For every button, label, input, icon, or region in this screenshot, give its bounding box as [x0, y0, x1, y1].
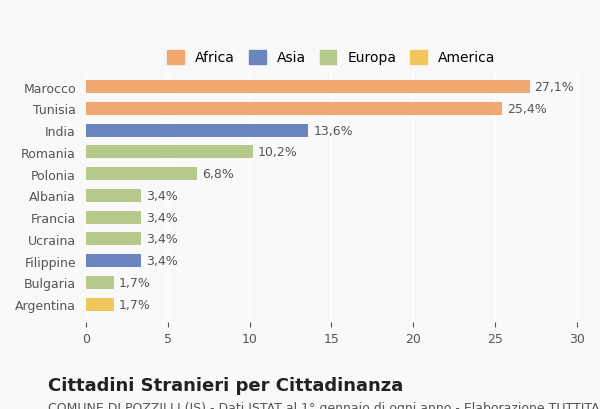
Legend: Africa, Asia, Europa, America: Africa, Asia, Europa, America	[160, 43, 502, 72]
Bar	[86, 168, 197, 181]
Bar	[86, 211, 142, 224]
Text: 13,6%: 13,6%	[313, 124, 353, 137]
Bar	[86, 254, 142, 267]
Text: 10,2%: 10,2%	[257, 146, 298, 159]
Bar	[86, 233, 142, 246]
Bar	[86, 124, 308, 137]
Text: 6,8%: 6,8%	[202, 168, 234, 181]
Bar	[86, 276, 113, 289]
Text: 3,4%: 3,4%	[146, 189, 178, 202]
Text: 25,4%: 25,4%	[506, 103, 547, 116]
Text: 1,7%: 1,7%	[118, 298, 151, 311]
Text: 3,4%: 3,4%	[146, 233, 178, 246]
Text: COMUNE DI POZZILLI (IS) - Dati ISTAT al 1° gennaio di ogni anno - Elaborazione T: COMUNE DI POZZILLI (IS) - Dati ISTAT al …	[48, 401, 600, 409]
Bar	[86, 81, 530, 94]
Text: 3,4%: 3,4%	[146, 211, 178, 224]
Bar	[86, 103, 502, 116]
Text: 1,7%: 1,7%	[118, 276, 151, 289]
Bar	[86, 189, 142, 202]
Text: 3,4%: 3,4%	[146, 254, 178, 267]
Text: 27,1%: 27,1%	[535, 81, 574, 94]
Text: Cittadini Stranieri per Cittadinanza: Cittadini Stranieri per Cittadinanza	[48, 376, 403, 394]
Bar	[86, 146, 253, 159]
Bar	[86, 298, 113, 311]
